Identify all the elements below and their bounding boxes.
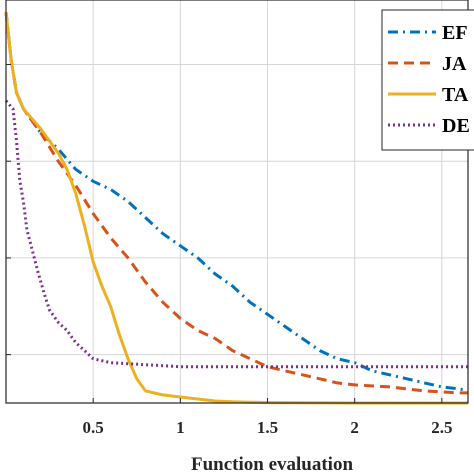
legend: EF JA TA DE (381, 9, 474, 151)
series-line-ef (4, 11, 469, 393)
series-line-de (4, 99, 468, 369)
legend-entries: EF JA TA DE (388, 22, 470, 137)
legend-label-ta: TA (442, 84, 469, 106)
x-tick-label: 1.5 (257, 418, 278, 437)
x-tick-label: 0.5 (83, 418, 104, 437)
x-tick-label: 2.5 (431, 418, 452, 437)
x-tick-labels: 0.5 1 1.5 2 2.5 (83, 418, 453, 437)
series-line-ja (4, 11, 468, 395)
legend-label-ef: EF (442, 22, 468, 44)
x-tick-label: 1 (176, 418, 185, 437)
plot-frame (5, 0, 469, 404)
series-line-ta (4, 11, 468, 405)
series-layer (4, 11, 469, 405)
axis-ticks (6, 63, 443, 403)
legend-label-ja: JA (442, 53, 467, 75)
x-tick-label: 2 (350, 418, 359, 437)
legend-label-de: DE (442, 115, 470, 137)
x-axis-label: Function evaluation (191, 454, 353, 474)
